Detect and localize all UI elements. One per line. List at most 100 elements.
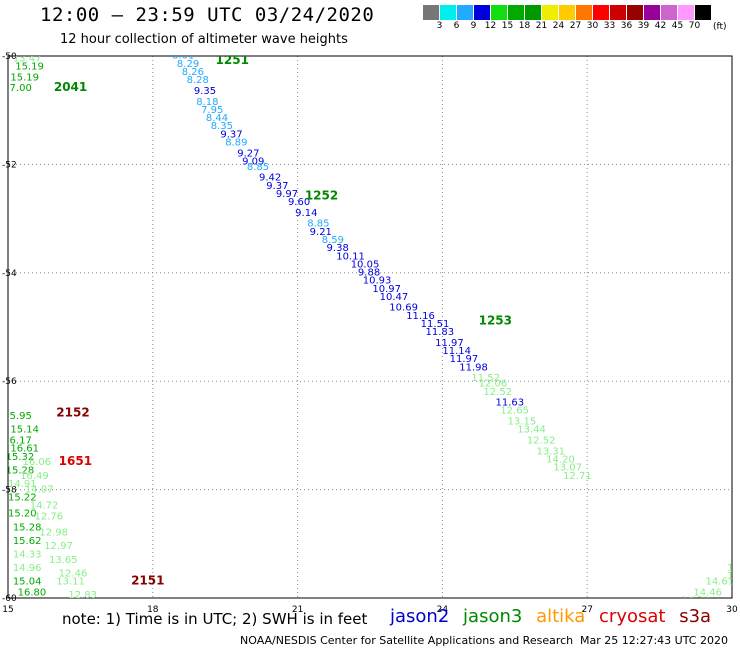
color-scale-legend: 3 6 9 12 15 18 21 24 27 30 33 36 39 42 45 70 (ft) bbox=[423, 5, 727, 32]
wave-height-point: 14.20 bbox=[546, 455, 575, 466]
y-tick-label: -58 bbox=[2, 486, 17, 496]
legend-label: 15 bbox=[501, 21, 514, 31]
wave-height-point: 15.04 bbox=[13, 576, 42, 587]
wave-height-point: 15.19 bbox=[15, 62, 44, 73]
wave-height-point: 9.09 bbox=[242, 156, 264, 167]
wave-height-point: 14.91 bbox=[8, 479, 37, 490]
footer-note: note: 1) Time is in UTC; 2) SWH is in fe… bbox=[62, 610, 368, 628]
wave-height-point: 8.44 bbox=[206, 113, 228, 124]
wave-height-point: 16.17 bbox=[3, 436, 32, 447]
wave-height-point: 13.65 bbox=[49, 555, 78, 566]
wave-height-point: 14.61 bbox=[705, 576, 734, 587]
y-tick-label: -56 bbox=[2, 377, 17, 387]
legend-label: 42 bbox=[654, 21, 667, 31]
wave-height-point: 9.37 bbox=[266, 181, 288, 192]
pass-time-label: 1250 bbox=[199, 42, 232, 56]
data-layer: 8.018.298.268.289.358.187.958.448.359.37… bbox=[3, 42, 740, 642]
wave-height-point: 12.52 bbox=[527, 436, 556, 447]
wave-height-point: 14.07 bbox=[25, 484, 54, 495]
wave-height-point: 9.60 bbox=[288, 197, 310, 208]
legend-swatch bbox=[559, 5, 576, 20]
legend-swatch bbox=[525, 5, 542, 20]
wave-height-point: 9.21 bbox=[310, 227, 332, 238]
pass-time-label: 1254 bbox=[732, 441, 740, 455]
legend-labels: 3 6 9 12 15 18 21 24 27 30 33 36 39 42 45 70 bbox=[423, 21, 712, 31]
wave-height-point: 12.06 bbox=[479, 379, 508, 390]
chart-title: 12:00 – 23:59 UTC 03/24/2020 bbox=[40, 4, 375, 26]
wave-height-point: 16.49 bbox=[20, 471, 49, 482]
wave-height-point: 8.89 bbox=[225, 137, 247, 148]
wave-height-point: 16.06 bbox=[22, 457, 51, 468]
wave-height-point: 12.65 bbox=[500, 406, 529, 417]
sat-jason3: jason3 bbox=[463, 606, 523, 627]
pass-time-label: 1251 bbox=[216, 53, 249, 67]
legend-swatch bbox=[423, 5, 440, 20]
wave-height-point: 10.11 bbox=[336, 251, 365, 262]
wave-height-point: 13.07 bbox=[553, 463, 582, 474]
legend-label: 9 bbox=[470, 21, 477, 31]
wave-height-point: 12.83 bbox=[68, 590, 97, 601]
wave-height-point: 15.20 bbox=[8, 509, 37, 520]
wave-height-point: 15.50 bbox=[22, 631, 51, 642]
y-tick-label: -52 bbox=[2, 160, 17, 170]
wave-height-point: 15.62 bbox=[13, 536, 42, 547]
legend-swatch bbox=[474, 5, 491, 20]
x-tick-label: 21 bbox=[292, 605, 303, 615]
wave-height-point: 8.35 bbox=[211, 121, 233, 132]
wave-height-point: 12.46 bbox=[59, 568, 88, 579]
wave-height-point: 11.51 bbox=[421, 319, 450, 330]
legend-label: 36 bbox=[620, 21, 633, 31]
wave-height-point: 14.46 bbox=[693, 587, 722, 598]
wave-height-point: 9.37 bbox=[220, 129, 242, 140]
wave-height-point: 11.98 bbox=[459, 362, 488, 373]
wave-height-point: 13.47 bbox=[13, 53, 42, 64]
legend-label: 27 bbox=[569, 21, 582, 31]
y-tick-label: -54 bbox=[2, 269, 17, 279]
timestamp: Mar 25 12:27:43 UTC 2020 bbox=[580, 634, 728, 647]
pass-time-label: 1253 bbox=[479, 313, 512, 327]
x-tick-label: 27 bbox=[581, 605, 592, 615]
wave-height-point: 10.69 bbox=[389, 303, 418, 314]
legend-swatch bbox=[627, 5, 644, 20]
x-tick-label: 30 bbox=[726, 605, 738, 615]
wave-height-point: 15.32 bbox=[6, 452, 35, 463]
pass-time-label: 2152 bbox=[56, 405, 89, 419]
legend-label: 3 bbox=[436, 21, 443, 31]
plot-frame bbox=[7, 55, 733, 599]
wave-height-point: 10.47 bbox=[380, 292, 409, 303]
wave-height-point: 11.83 bbox=[426, 327, 455, 338]
wave-height-point: 10.05 bbox=[351, 259, 380, 270]
wave-height-point: 11.52 bbox=[471, 373, 500, 384]
legend-swatch bbox=[542, 5, 559, 20]
pass-time-label: 1252 bbox=[305, 189, 338, 203]
wave-height-point: 12.76 bbox=[35, 511, 64, 522]
wave-height-point: 9.35 bbox=[194, 86, 216, 97]
y-tick-label: -60 bbox=[2, 594, 17, 604]
legend-label: 45 bbox=[671, 21, 684, 31]
legend-swatch bbox=[695, 5, 712, 20]
chart-subtitle: 12 hour collection of altimeter wave hei… bbox=[60, 32, 348, 47]
wave-height-point: 8.28 bbox=[187, 75, 209, 86]
wave-height-point: 11.63 bbox=[495, 398, 524, 409]
wave-height-point: 13.15 bbox=[508, 417, 537, 428]
wave-height-point: 8.26 bbox=[182, 67, 204, 78]
wave-height-point: 14.71 bbox=[681, 595, 710, 606]
wave-height-point: 14.33 bbox=[13, 549, 42, 560]
wave-height-point: 9.88 bbox=[358, 268, 380, 279]
legend-swatch bbox=[457, 5, 474, 20]
credit-line: NOAA/NESDIS Center for Satellite Applica… bbox=[240, 634, 574, 647]
legend-swatch bbox=[593, 5, 610, 20]
wave-height-point: 16.10 bbox=[20, 617, 49, 628]
legend-label: 6 bbox=[453, 21, 460, 31]
y-tick-label: -50 bbox=[2, 52, 17, 62]
wave-height-point: 17.00 bbox=[3, 83, 32, 94]
wave-height-point: 12.71 bbox=[563, 471, 592, 482]
wave-height-point: 15.19 bbox=[10, 72, 39, 83]
wave-height-point: 8.18 bbox=[196, 97, 218, 108]
pass-time-label: 1651 bbox=[59, 454, 92, 468]
wave-height-point: 7.95 bbox=[201, 105, 223, 116]
legend-swatch bbox=[644, 5, 661, 20]
sat-jason2: jason2 bbox=[390, 606, 450, 627]
legend-label: 18 bbox=[518, 21, 531, 31]
legend-swatch bbox=[508, 5, 525, 20]
